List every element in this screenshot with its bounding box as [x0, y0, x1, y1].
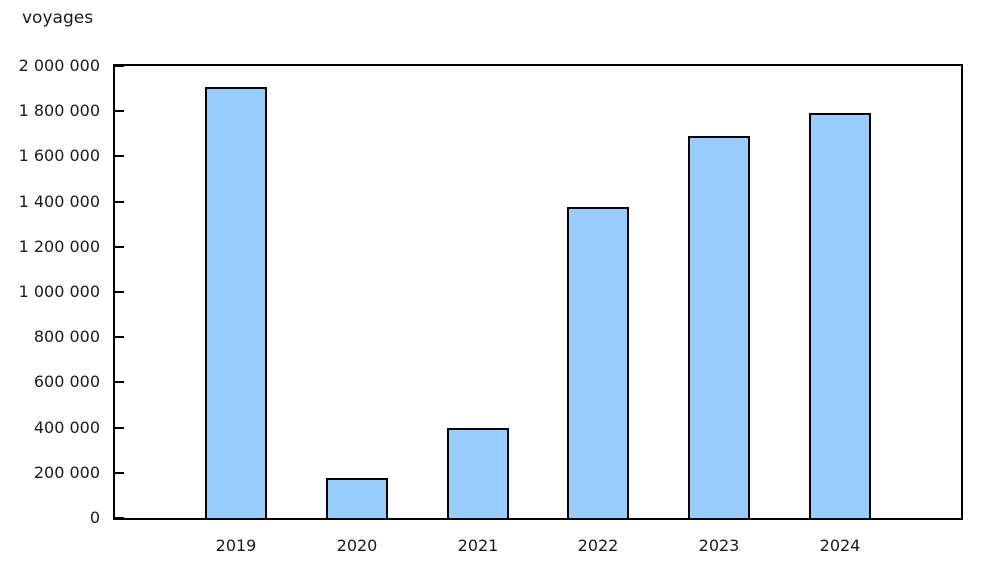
x-tick-label: 2022 [577, 536, 619, 555]
y-tick-mark [115, 381, 124, 383]
y-tick-mark [115, 517, 124, 519]
y-tick-mark [115, 110, 124, 112]
x-tick-label: 2019 [215, 536, 257, 555]
y-tick-mark [115, 65, 124, 67]
y-tick-mark [115, 472, 124, 474]
y-tick-mark [115, 427, 124, 429]
bar-2020 [326, 478, 388, 518]
y-tick-label: 800 000 [33, 327, 100, 346]
y-tick-mark [115, 155, 124, 157]
plot-area [113, 64, 963, 520]
x-tick-label: 2024 [819, 536, 861, 555]
y-tick-label: 1 600 000 [18, 146, 100, 165]
y-tick-mark [115, 246, 124, 248]
y-tick-label: 1 400 000 [18, 192, 100, 211]
y-tick-label: 1 000 000 [18, 282, 100, 301]
bar-2023 [688, 136, 750, 518]
bar-2024 [809, 113, 871, 518]
x-tick-label: 2021 [457, 536, 499, 555]
y-tick-mark [115, 201, 124, 203]
y-tick-label: 1 800 000 [18, 101, 100, 120]
chart-title: voyages [22, 8, 94, 28]
y-tick-mark [115, 291, 124, 293]
y-tick-mark [115, 336, 124, 338]
y-tick-label: 2 000 000 [18, 56, 100, 75]
y-tick-label: 200 000 [33, 463, 100, 482]
y-tick-label: 0 [89, 508, 100, 527]
bar-2019 [205, 87, 267, 518]
y-tick-label: 400 000 [33, 418, 100, 437]
x-tick-label: 2023 [698, 536, 740, 555]
y-tick-label: 1 200 000 [18, 237, 100, 256]
bar-2022 [567, 207, 629, 518]
bar-2021 [447, 428, 509, 518]
x-tick-label: 2020 [336, 536, 378, 555]
y-tick-label: 600 000 [33, 372, 100, 391]
